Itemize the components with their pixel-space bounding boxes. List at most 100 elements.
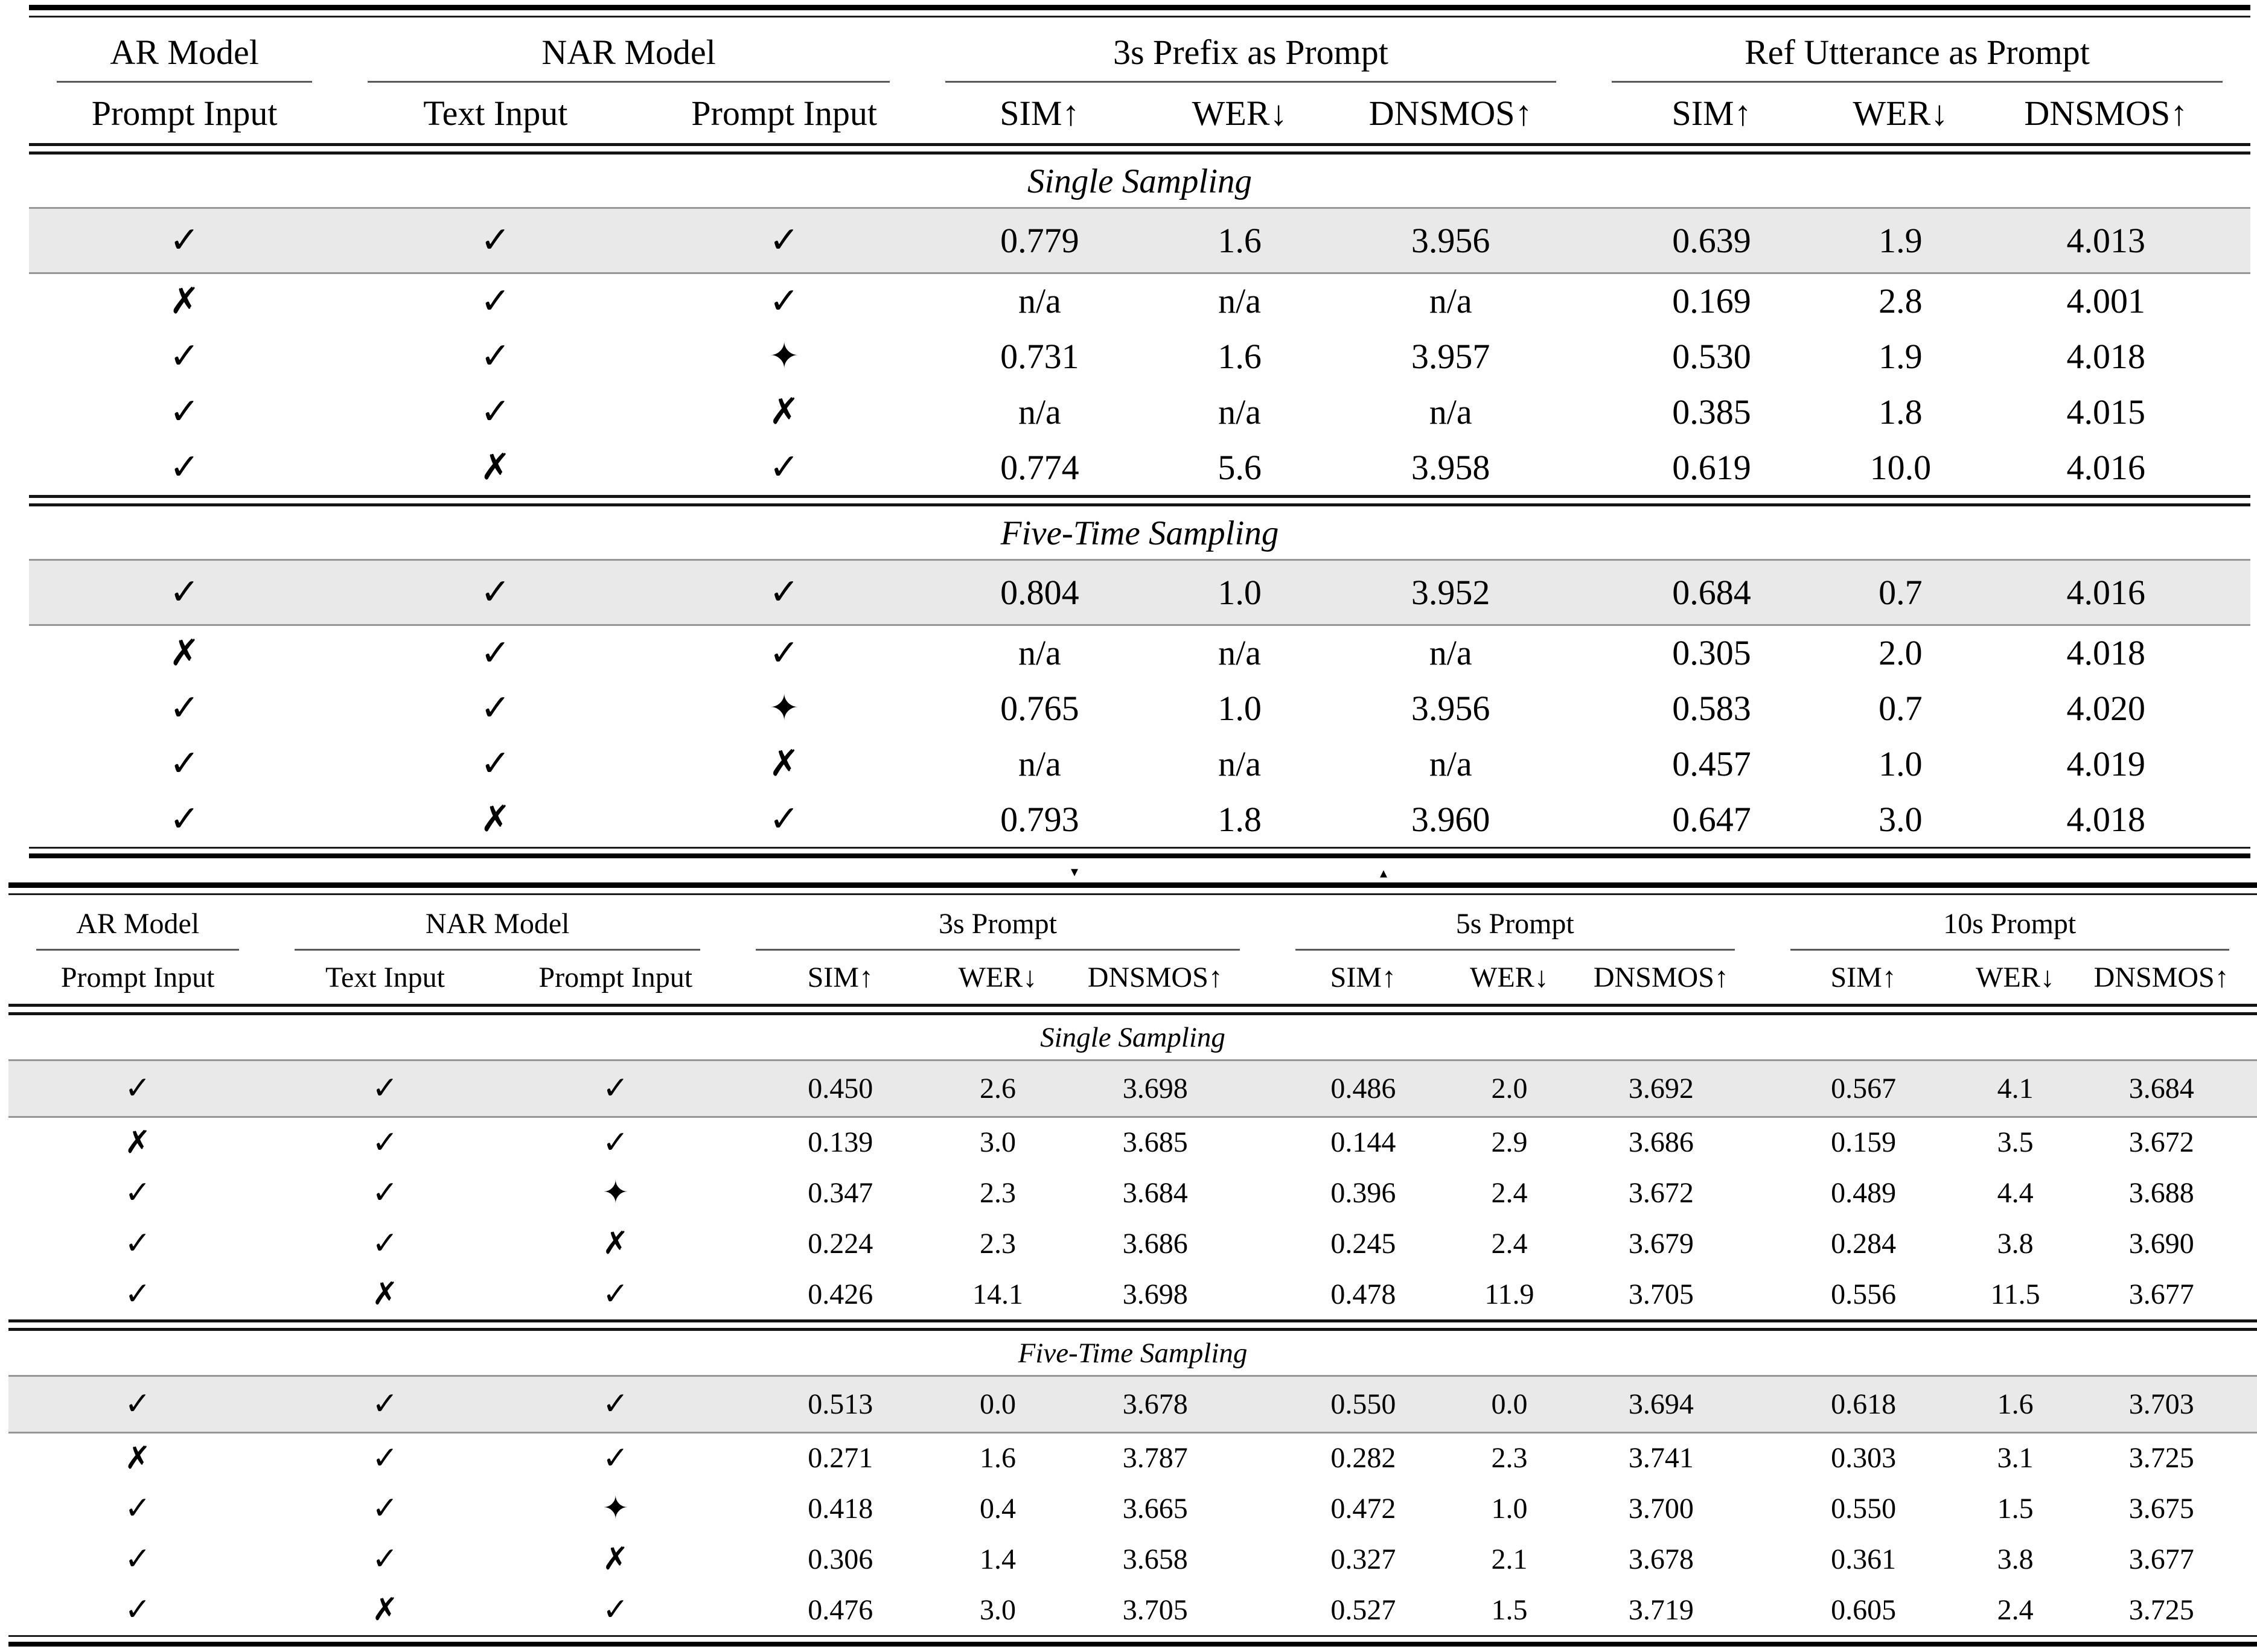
check-mark: ✓ (124, 1276, 151, 1312)
metric-value-cell: n/a (1018, 392, 1061, 432)
metric-value-cell: 11.5 (1990, 1278, 2040, 1310)
metric-value-cell: 0.282 (1330, 1442, 1396, 1475)
cross-mark: ✗ (124, 1440, 151, 1476)
metric-value-cell: 3.684 (1122, 1176, 1188, 1209)
section-header-row: Five-Time Sampling (29, 506, 2250, 560)
metric-value-cell: 2.4 (1491, 1227, 1528, 1260)
metric-value-cell: 0.684 (1583, 558, 1840, 626)
check-mark: ✓ (480, 279, 511, 322)
cross-mark: ✗ (602, 1225, 629, 1261)
metric-value-cell: 3.672 (1628, 1176, 1694, 1209)
metric-value-cell: 3.665 (1122, 1492, 1188, 1525)
metric-value-cell: 0.144 (1330, 1126, 1396, 1159)
rule-row (29, 143, 2250, 155)
check-mark: ✓ (372, 1490, 398, 1526)
metric-value-cell: 0.527 (1330, 1593, 1396, 1626)
metric-value-cell: 2.4 (1997, 1593, 2034, 1626)
metric-value-cell: 0.4 (980, 1492, 1016, 1525)
diamond-mark: ✦ (602, 1490, 629, 1526)
metric-value-cell: 1.0 (1218, 688, 1262, 728)
metric-value-cell: 3.672 (2128, 1126, 2194, 1159)
check-mark: ✓ (169, 391, 200, 433)
cross-mark: ✗ (169, 631, 200, 674)
check-mark: ✓ (503, 1059, 728, 1118)
diamond-mark: ✦ (769, 335, 800, 377)
metric-value-cell: 0.556 (1831, 1278, 1897, 1310)
metric-value-cell: 0.476 (808, 1593, 873, 1626)
table-row: ✓ ✓ ✓ 0.450 2.6 3.698 0.486 2.0 3.692 0.567 4.1 3.6… (8, 1059, 2257, 1118)
check-mark: ✓ (602, 1276, 629, 1312)
check-mark: ✓ (480, 335, 511, 377)
metric-value-cell: 0.396 (1330, 1176, 1396, 1209)
metric-value-cell: 3.684 (2066, 1059, 2257, 1118)
metric-value-cell: 1.0 (1161, 558, 1318, 626)
check-mark: ✓ (602, 1440, 629, 1476)
group-5s-prompt: 5s Prompt (1268, 895, 1763, 951)
column-header-wer: WER↓ (958, 961, 1038, 993)
metric-value-cell: 3.694 (1560, 1374, 1763, 1434)
metric-value-cell: 0.731 (1000, 336, 1079, 376)
metric-value-cell: 3.686 (1628, 1126, 1694, 1159)
metric-value-cell: 3.688 (2128, 1176, 2194, 1209)
metric-value-cell: n/a (1218, 392, 1261, 432)
cross-mark: ✗ (769, 742, 800, 785)
metric-value-cell: 0.774 (1000, 447, 1079, 487)
column-header-dnsmos: DNSMOS↑ (1087, 961, 1223, 993)
metric-value-cell: n/a (1429, 392, 1472, 432)
table-row: ✗ ✓ ✓ 0.271 1.6 3.787 0.282 2.3 3.741 0.303 3.1 3.7… (8, 1432, 2257, 1483)
metric-value-cell: n/a (1218, 633, 1261, 673)
rule-row (29, 5, 2250, 18)
group-label: 5s Prompt (1455, 908, 1574, 940)
column-header-text-input: Text Input (325, 961, 445, 993)
metric-value-cell: 0.793 (1000, 799, 1079, 839)
metric-value-cell: 5.6 (1218, 447, 1262, 487)
group-label: AR Model (76, 908, 200, 940)
column-header-wer: WER↓ (1976, 961, 2055, 993)
column-header-text-input: Text Input (423, 93, 568, 133)
metric-value-cell: 0.347 (808, 1176, 873, 1209)
rule-row (29, 847, 2250, 858)
metric-value-cell: 0.478 (1330, 1278, 1396, 1310)
section-header-row: Single Sampling (8, 1015, 2257, 1060)
check-mark: ✓ (124, 1541, 151, 1577)
metric-value-cell: 3.703 (2066, 1374, 2257, 1434)
section-rule (29, 495, 2250, 506)
cross-mark: ✗ (124, 1124, 151, 1161)
metric-value-cell: 0.605 (1831, 1593, 1897, 1626)
diamond-mark: ✦ (602, 1175, 629, 1211)
metric-value-cell: 3.700 (1628, 1492, 1694, 1525)
metric-value-cell: 0.303 (1831, 1442, 1897, 1475)
metric-value-cell: n/a (1429, 744, 1472, 783)
metric-value-cell: 0.779 (917, 206, 1162, 274)
metric-value-cell: 3.1 (1997, 1442, 2034, 1475)
group-ar-model: AR Model (29, 18, 340, 83)
table-row: ✓ ✓ ✗ 0.224 2.3 3.686 0.245 2.4 3.679 0.284 3.8 3.6… (8, 1218, 2257, 1269)
column-header-sim: SIM↑ (807, 961, 873, 993)
table-row: ✓ ✓ ✓ 0.513 0.0 3.678 0.550 0.0 3.694 0.618 1.6 3.7… (8, 1374, 2257, 1434)
metric-value-cell: 3.960 (1411, 799, 1490, 839)
metric-value-cell: 3.692 (1560, 1059, 1763, 1118)
group-nar-model: NAR Model (267, 895, 728, 951)
check-mark: ✓ (340, 206, 651, 274)
check-mark: ✓ (372, 1124, 398, 1161)
table-row: ✓ ✗ ✓ 0.476 3.0 3.705 0.527 1.5 3.719 0.605 2.4 3.7… (8, 1584, 2257, 1635)
metric-value-cell: 1.6 (1964, 1374, 2066, 1434)
check-mark: ✓ (8, 1374, 267, 1434)
metric-value-cell: 3.956 (1411, 688, 1490, 728)
column-header-wer: WER↓ (1853, 93, 1949, 133)
header-bottom-rule (29, 143, 2250, 155)
table-row: ✓ ✓ ✓ 0.804 1.0 3.952 0.684 0.7 4.016 (29, 558, 2250, 626)
group-label: 3s Prompt (938, 908, 1058, 940)
metric-value-cell: 1.6 (1161, 206, 1318, 274)
metric-value-cell: 0.0 (1458, 1374, 1560, 1434)
metric-value-cell: 0.618 (1762, 1374, 1965, 1434)
diamond-mark: ✦ (769, 687, 800, 729)
caption-artifact-triangle-up: ▴ (1380, 864, 1388, 881)
metric-value-cell: 4.018 (2066, 336, 2146, 376)
metric-value-cell: 0.169 (1672, 281, 1751, 321)
metric-value-cell: 0.7 (1839, 558, 1962, 626)
column-header-sim: SIM↑ (1671, 93, 1752, 133)
metric-value-cell: 0.472 (1330, 1492, 1396, 1525)
rule-row (8, 1319, 2257, 1331)
metric-value-cell: 0.305 (1672, 633, 1751, 673)
